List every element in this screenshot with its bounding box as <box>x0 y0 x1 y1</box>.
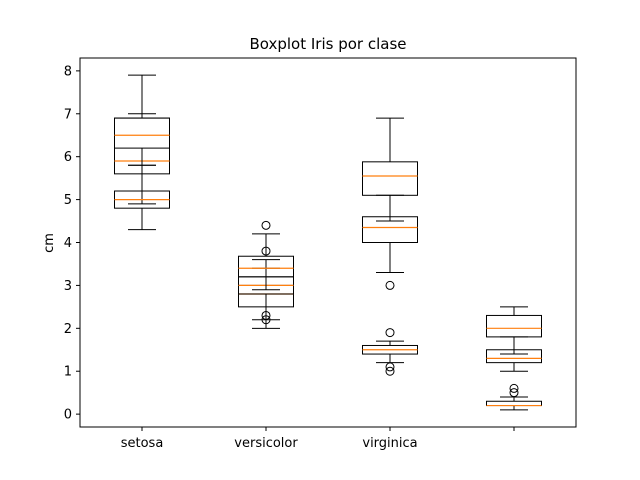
y-tick-label: 8 <box>64 64 72 79</box>
box-versicolor <box>238 220 294 291</box>
x-tick-label: setosa <box>121 436 164 451</box>
flier-point <box>509 383 519 393</box>
box-unlabeled <box>486 383 542 411</box>
flier-point <box>385 328 395 338</box>
y-tick-label: 2 <box>64 322 72 337</box>
y-tick-label: 4 <box>64 236 72 251</box>
y-tick-label: 6 <box>64 150 72 165</box>
x-axis: setosa versicolor virginica <box>121 427 515 451</box>
x-tick-label: versicolor <box>234 436 298 451</box>
flier-point <box>509 388 519 398</box>
box-iqr <box>486 400 542 407</box>
flier-point <box>385 366 395 376</box>
y-tick-label: 1 <box>64 365 72 380</box>
y-axis-label: cm <box>42 233 57 253</box>
box-iqr <box>238 255 294 278</box>
box-virginica <box>362 328 418 376</box>
box-setosa <box>114 164 170 231</box>
y-tick-label: 7 <box>64 107 72 122</box>
box-virginica <box>362 117 418 222</box>
chart-title: Boxplot Iris por clase <box>249 35 406 53</box>
y-tick-label: 0 <box>64 408 72 423</box>
y-tick-label: 3 <box>64 279 72 294</box>
y-axis: 0 1 2 3 4 5 6 7 8 <box>64 64 80 423</box>
y-tick-label: 5 <box>64 193 72 208</box>
plot-area <box>79 57 577 428</box>
box-unlabeled <box>486 306 542 355</box>
flier-point <box>385 280 395 290</box>
box-iqr <box>114 117 170 149</box>
flier-point <box>385 362 395 372</box>
box-iqr <box>486 314 542 338</box>
box-iqr <box>362 161 418 196</box>
flier-point <box>261 220 271 230</box>
x-tick-label: virginica <box>362 436 417 451</box>
box-setosa <box>114 74 170 166</box>
